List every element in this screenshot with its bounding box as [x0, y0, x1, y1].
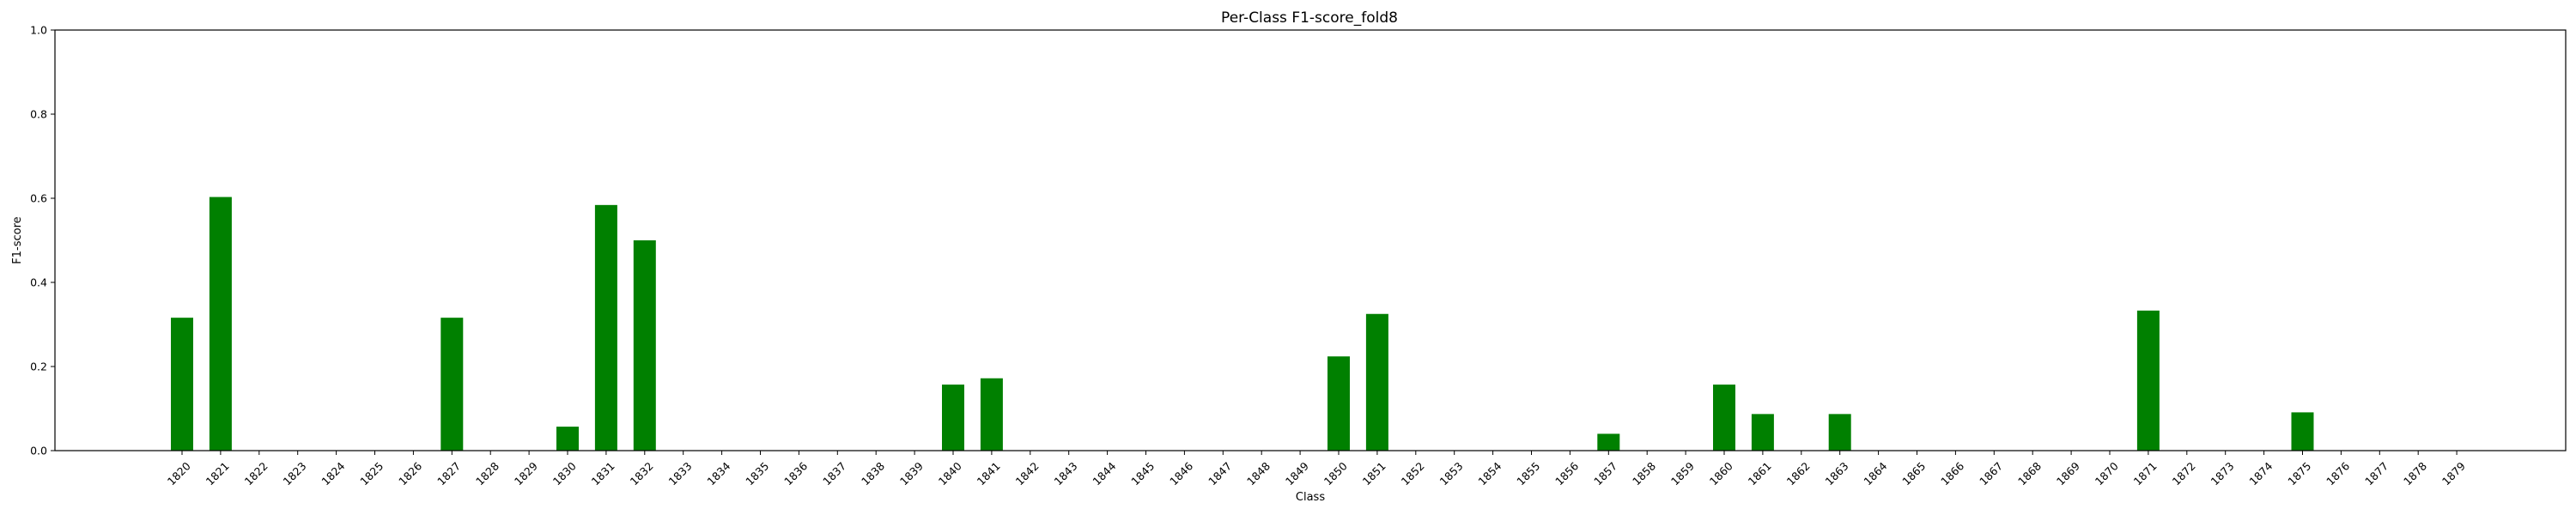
x-tick-label: 1856 [1552, 459, 1581, 488]
y-tick-label: 0.8 [30, 108, 47, 121]
x-tick-label: 1862 [1784, 459, 1813, 488]
x-tick-label: 1827 [434, 459, 463, 488]
x-tick-label: 1832 [628, 459, 656, 488]
x-tick-label: 1824 [319, 459, 347, 488]
x-tick-label: 1878 [2401, 459, 2429, 488]
x-tick-label: 1869 [2054, 459, 2082, 488]
x-tick-label: 1825 [357, 459, 386, 488]
bar-1861 [1751, 414, 1774, 451]
y-tick-label: 1.0 [30, 24, 47, 37]
x-tick-label: 1838 [859, 459, 887, 488]
x-tick-label: 1834 [704, 459, 732, 488]
x-tick-label: 1861 [1746, 459, 1774, 488]
x-tick-label: 1833 [666, 459, 695, 488]
x-tick-label: 1822 [242, 459, 270, 488]
x-tick-label: 1870 [2093, 459, 2121, 488]
x-tick-label: 1865 [1899, 459, 1928, 488]
x-tick-label: 1877 [2362, 459, 2391, 488]
x-tick-label: 1820 [165, 459, 193, 488]
bar-1840 [942, 385, 964, 451]
y-axis: 0.0 0.2 0.4 0.6 0.8 1.0 [30, 24, 55, 457]
bar-1831 [594, 204, 617, 451]
y-tick-label: 0.4 [30, 276, 47, 289]
x-tick-label: 1844 [1090, 459, 1118, 488]
x-tick-label: 1821 [204, 459, 232, 488]
x-tick-label: 1846 [1167, 459, 1195, 488]
x-tick-label: 1858 [1630, 459, 1658, 488]
x-tick-label: 1860 [1707, 459, 1735, 488]
bar-1820 [171, 318, 193, 451]
x-tick-label: 1842 [1013, 459, 1042, 488]
x-tick-label: 1873 [2208, 459, 2237, 488]
bar-1860 [1713, 385, 1735, 451]
bar-1875 [2291, 412, 2314, 451]
x-tick-label: 1850 [1321, 459, 1350, 488]
x-tick-label: 1849 [1283, 459, 1311, 488]
bar-1857 [1597, 433, 1620, 451]
chart-title: Per-Class F1-score_fold8 [1221, 9, 1398, 27]
x-tick-label: 1841 [975, 459, 1003, 488]
bar-1850 [1327, 356, 1350, 451]
x-tick-label: 1866 [1938, 459, 1966, 488]
x-tick-label: 1843 [1052, 459, 1080, 488]
bar-1830 [556, 427, 579, 451]
x-tick-label: 1875 [2285, 459, 2313, 488]
axes-frame [54, 29, 2567, 451]
x-tick-label: 1835 [743, 459, 771, 488]
x-tick-label: 1839 [897, 459, 926, 488]
x-tick-label: 1871 [2131, 459, 2160, 488]
x-tick-label: 1879 [2439, 459, 2468, 488]
x-tick-label: 1867 [1977, 459, 2005, 488]
x-axis-label: Class [1296, 491, 1325, 504]
x-tick-label: 1876 [2324, 459, 2352, 488]
bar-1851 [1365, 313, 1388, 451]
y-axis-label: F1-score [11, 216, 24, 264]
bar-1863 [1828, 414, 1851, 451]
x-tick-label: 1872 [2170, 459, 2198, 488]
x-tick-label: 1852 [1399, 459, 1427, 488]
x-tick-label: 1837 [820, 459, 848, 488]
bar-1841 [980, 378, 1003, 451]
bar-1871 [2136, 310, 2160, 451]
y-tick-label: 0.2 [30, 360, 47, 373]
x-tick-label: 1853 [1437, 459, 1466, 488]
x-tick-label: 1831 [589, 459, 617, 488]
x-tick-label: 1847 [1206, 459, 1234, 488]
x-tick-label: 1854 [1475, 459, 1504, 488]
bars [171, 197, 2314, 451]
x-tick-label: 1845 [1128, 459, 1157, 488]
x-tick-label: 1836 [781, 459, 810, 488]
bar-1821 [209, 197, 232, 451]
x-tick-label: 1840 [936, 459, 964, 488]
x-tick-label: 1851 [1360, 459, 1388, 488]
x-tick-label: 1864 [1861, 459, 1889, 488]
x-tick-label: 1859 [1668, 459, 1697, 488]
x-tick-label: 1855 [1514, 459, 1542, 488]
x-axis: 1820 1821 1822 1823 1824 1825 1826 1827 1828 1829… [165, 451, 2468, 488]
x-tick-label: 1874 [2246, 459, 2275, 488]
bar-1827 [440, 318, 464, 451]
x-tick-label: 1829 [512, 459, 540, 488]
x-tick-label: 1823 [281, 459, 309, 488]
x-tick-label: 1863 [1823, 459, 1851, 488]
y-tick-label: 0.0 [30, 445, 47, 457]
x-tick-label: 1830 [550, 459, 579, 488]
bar-1832 [633, 240, 656, 451]
x-tick-label: 1828 [473, 459, 501, 488]
x-tick-label: 1848 [1244, 459, 1273, 488]
x-tick-label: 1826 [396, 459, 424, 488]
y-tick-label: 0.6 [30, 192, 47, 205]
x-tick-label: 1868 [2015, 459, 2044, 488]
x-tick-label: 1857 [1591, 459, 1619, 488]
